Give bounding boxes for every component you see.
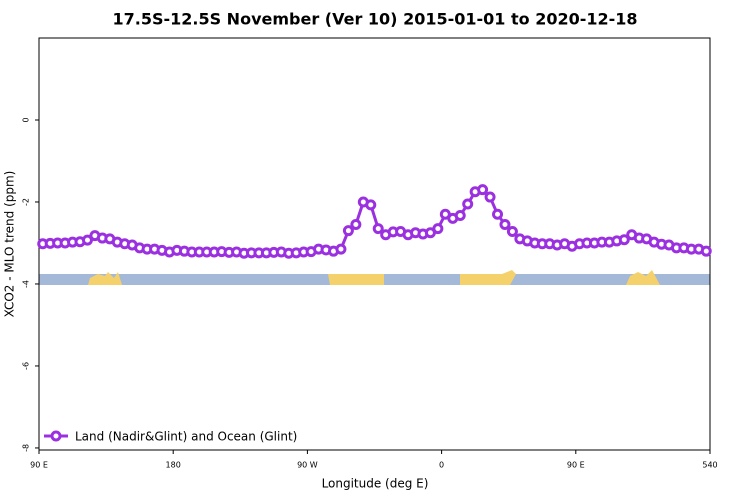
data-point (499, 219, 511, 231)
land-patch (460, 270, 516, 285)
legend-label: Land (Nadir&Glint) and Ocean (Glint) (75, 430, 297, 444)
data-point (484, 191, 496, 203)
land-ocean-strip (39, 270, 710, 285)
data-point (618, 234, 630, 246)
data-point (477, 184, 489, 196)
data-point (462, 198, 474, 210)
data-point (372, 223, 384, 235)
data-point (81, 234, 93, 246)
y-tick-label: -4 (22, 280, 31, 288)
x-tick-label: 0 (439, 461, 444, 470)
data-point (454, 210, 466, 222)
x-axis-label: Longitude (deg E) (322, 477, 429, 491)
y-tick-label: 0 (22, 117, 31, 122)
y-tick-label: -6 (22, 362, 31, 370)
x-tick-label: 540 (702, 461, 717, 470)
x-tick-label: 90 E (30, 461, 48, 470)
data-point (342, 225, 354, 237)
legend-marker (50, 430, 62, 442)
data-point (335, 243, 347, 255)
x-tick-label: 90 E (567, 461, 585, 470)
chart-title: 17.5S-12.5S November (Ver 10) 2015-01-01… (112, 10, 637, 29)
land-patch (626, 270, 660, 285)
data-point (700, 245, 712, 257)
data-point (432, 223, 444, 235)
x-tick-label: 180 (166, 461, 181, 470)
land-patch (328, 274, 384, 285)
data-point (365, 199, 377, 211)
legend: Land (Nadir&Glint) and Ocean (Glint) (44, 430, 297, 444)
data-point (506, 225, 518, 237)
x-tick-label: 90 W (297, 461, 318, 470)
data-point (350, 219, 362, 231)
data-point (492, 208, 504, 220)
y-tick-label: -2 (22, 198, 31, 206)
y-tick-label: -8 (22, 444, 31, 452)
y-axis-label: XCO2 - MLO trend (ppm) (3, 171, 17, 318)
land-patch (88, 272, 122, 285)
